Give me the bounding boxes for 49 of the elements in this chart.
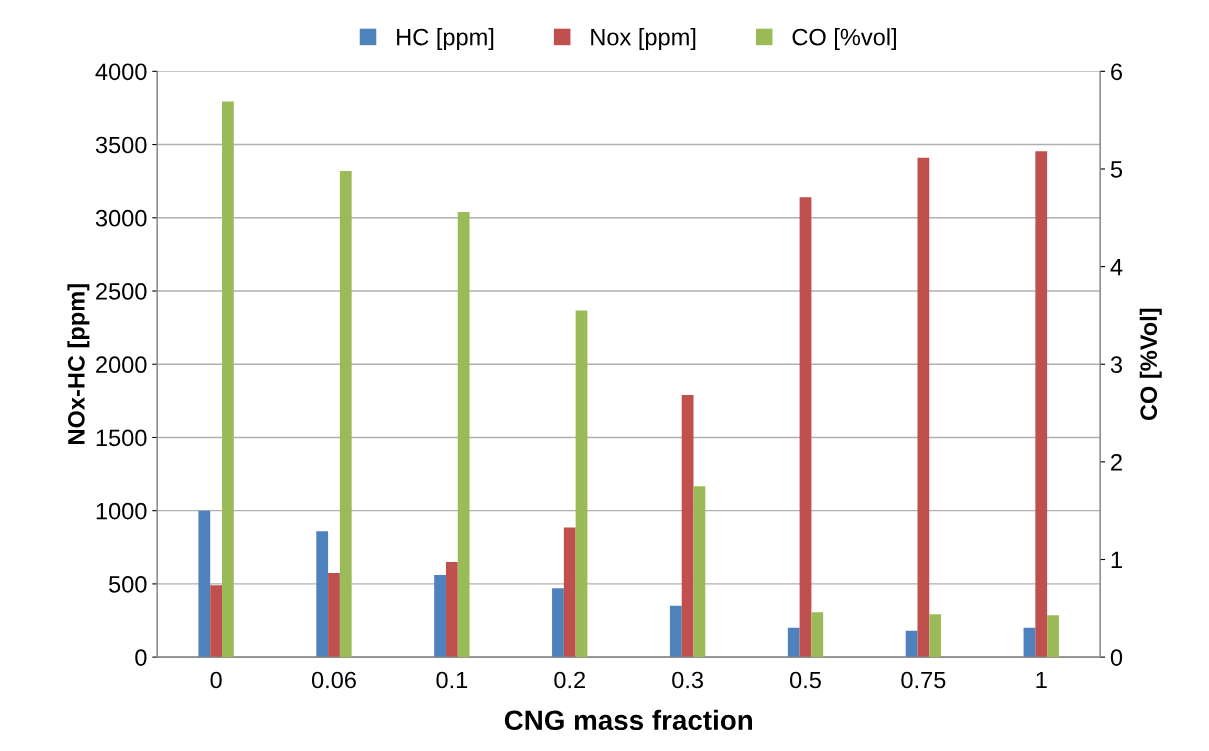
bar: [929, 614, 942, 658]
y2-tick-label: 3: [1110, 356, 1123, 374]
bar: [799, 197, 812, 658]
x-axis-title: CNG mass fraction: [504, 709, 752, 731]
bar: [328, 572, 340, 658]
y-tick-label: 3000: [95, 209, 147, 227]
x-tick-label: 0.75: [901, 671, 946, 689]
x-tick-label: 0.2: [554, 671, 585, 689]
y-tick-label: 1000: [96, 502, 147, 520]
x-tick-label: 0: [210, 671, 222, 689]
bar: [222, 101, 234, 658]
y-axis-title: NOx-HC [ppm]: [67, 284, 90, 444]
y-tick-label: 2000: [96, 356, 147, 374]
bar: [1035, 151, 1048, 658]
y-tick-label: 4000: [95, 63, 147, 81]
y-tick-label: 2500: [96, 283, 147, 300]
y-tick-label: 1500: [96, 429, 147, 447]
bar: [445, 561, 458, 658]
y2-tick-label: 4: [1110, 258, 1123, 276]
legend-label: HC [ppm]: [397, 28, 494, 51]
bar: [339, 170, 352, 658]
y2-tick-label: 6: [1111, 63, 1123, 81]
y2-tick-label: 5: [1110, 161, 1123, 178]
bar: [434, 575, 446, 658]
y2-tick-label: 0: [1110, 649, 1123, 666]
bar: [787, 627, 800, 658]
y2-tick-label: 1: [1111, 551, 1122, 569]
y2-tick-label: 2: [1111, 453, 1122, 471]
y-tick-label: 0: [135, 649, 147, 666]
bar: [917, 157, 930, 658]
legend-label: Nox [ppm]: [591, 28, 696, 51]
legend-label: CO [%vol]: [792, 28, 896, 51]
bar: [210, 585, 222, 658]
bar: [669, 605, 682, 658]
x-tick-label: 0.3: [672, 671, 703, 689]
bar: [457, 211, 470, 658]
y2-axis-title: CO [%Vol]: [1139, 308, 1162, 421]
bar: [1047, 615, 1059, 658]
x-tick-label: 0.06: [311, 671, 356, 689]
y-tick-label: 500: [109, 575, 147, 593]
x-tick-label: 1: [1036, 671, 1047, 689]
y-tick-label: 3500: [95, 136, 147, 154]
x-tick-label: 0.5: [790, 671, 821, 689]
bar: [552, 588, 564, 658]
x-tick-label: 0.1: [436, 671, 468, 689]
bar: [316, 531, 329, 658]
bar: [198, 510, 211, 658]
bar: [575, 310, 588, 658]
bar: [811, 612, 824, 658]
